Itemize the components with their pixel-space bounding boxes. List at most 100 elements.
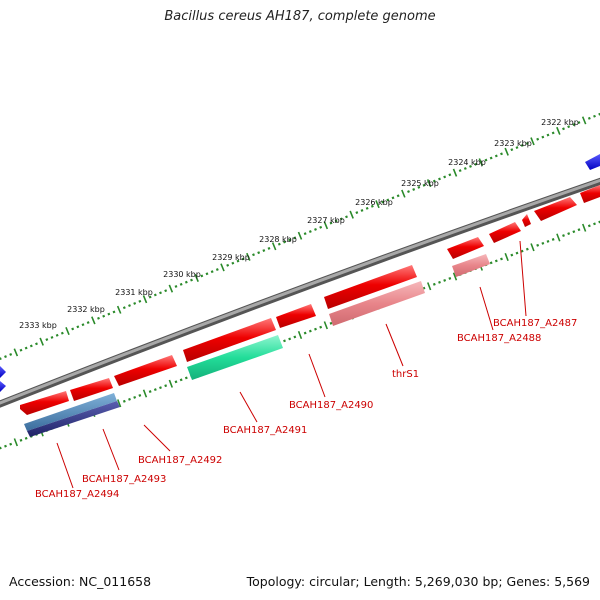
- inner-minor-tick: [329, 321, 333, 325]
- scale-minor-tick: [593, 114, 596, 118]
- inner-minor-tick: [448, 277, 452, 280]
- scale-minor-tick: [494, 154, 498, 158]
- inner-minor-tick: [567, 232, 571, 236]
- scale-minor-tick: [138, 299, 142, 303]
- scale-minor-tick: [200, 274, 204, 278]
- scale-minor-tick: [360, 209, 364, 212]
- scale-minor-tick: [334, 219, 338, 223]
- scale-minor-tick: [386, 198, 390, 202]
- scale-minor-tick: [308, 230, 312, 233]
- rna-feature[interactable]: [27, 401, 120, 437]
- scale-minor-tick: [381, 200, 385, 204]
- rna-feature[interactable]: [329, 281, 425, 326]
- gene-arrow[interactable]: [585, 154, 600, 170]
- gene-arrow[interactable]: [534, 197, 577, 221]
- scale-minor-tick: [60, 331, 64, 335]
- inner-minor-tick: [536, 243, 540, 247]
- scale-minor-tick: [267, 246, 271, 250]
- inner-minor-tick: [288, 337, 292, 341]
- scale-minor-tick: [303, 232, 307, 236]
- scale-label: 2324 kbp: [448, 158, 486, 167]
- scale-minor-tick: [236, 259, 240, 263]
- inner-minor-tick: [572, 230, 576, 234]
- inner-minor-tick: [19, 438, 23, 442]
- rna-feature[interactable]: [24, 393, 117, 431]
- inner-major-tick: [142, 389, 148, 398]
- scale-major-tick: [504, 147, 509, 156]
- gene-label[interactable]: BCAH187_A2490: [289, 400, 373, 411]
- inner-minor-tick: [562, 234, 565, 237]
- scale-major-tick: [401, 189, 406, 198]
- scale-minor-tick: [412, 188, 416, 191]
- gene-arrow[interactable]: [70, 378, 113, 401]
- scale-label: 2327 kbp: [307, 216, 345, 225]
- scale-major-tick: [65, 327, 70, 336]
- gene-arrow[interactable]: [20, 391, 69, 415]
- gene-label[interactable]: thrS1: [392, 369, 419, 380]
- inner-minor-tick: [164, 384, 168, 388]
- gene-arrow[interactable]: [447, 237, 484, 259]
- inner-minor-tick: [122, 399, 126, 403]
- inner-minor-tick: [293, 335, 297, 339]
- inner-major-tick: [323, 321, 328, 330]
- scale-minor-tick: [29, 344, 33, 348]
- scale-minor-tick: [314, 227, 317, 231]
- inner-minor-tick: [510, 253, 514, 257]
- scale-minor-tick: [443, 175, 447, 179]
- gene-label[interactable]: BCAH187_A2491: [223, 425, 307, 436]
- scale-major-tick: [246, 252, 251, 261]
- scale-minor-tick: [319, 225, 323, 229]
- scale-minor-tick: [525, 141, 529, 145]
- scale-label: 2328 kbp: [259, 235, 297, 244]
- scale-minor-tick: [159, 291, 162, 295]
- gene-arrow[interactable]: [522, 214, 531, 227]
- scale-minor-tick: [365, 206, 369, 210]
- scale-minor-tick: [587, 116, 591, 120]
- inner-minor-tick: [593, 222, 596, 226]
- gene-label[interactable]: BCAH187_A2488: [457, 333, 541, 344]
- gene-arrow[interactable]: [580, 185, 600, 203]
- gene-arrow[interactable]: [0, 366, 6, 378]
- rna-feature[interactable]: [0, 381, 6, 392]
- scale-minor-tick: [45, 338, 49, 341]
- gene-label[interactable]: BCAH187_A2493: [82, 474, 166, 485]
- scale-major-tick: [220, 263, 225, 272]
- inner-major-tick: [504, 252, 509, 262]
- gene-arrow[interactable]: [489, 222, 521, 243]
- scale-minor-tick: [417, 185, 421, 189]
- scale-major-tick: [271, 242, 277, 251]
- label-leaders: [56, 240, 527, 489]
- gene-arrow[interactable]: [324, 265, 417, 309]
- scale-minor-tick: [551, 131, 555, 135]
- scale-minor-tick: [288, 238, 292, 242]
- scale-minor-tick: [35, 342, 38, 346]
- rna-feature[interactable]: [452, 254, 490, 277]
- scale-minor-tick: [438, 177, 441, 181]
- gene-arrow[interactable]: [276, 304, 316, 328]
- scale-minor-tick: [536, 137, 540, 141]
- scale-minor-tick: [4, 355, 7, 359]
- scale-minor-tick: [19, 348, 23, 352]
- inner-major-tick: [168, 379, 173, 388]
- scale-minor-tick: [407, 190, 410, 194]
- scale-minor-tick: [484, 158, 488, 162]
- scale-track: [0, 112, 600, 361]
- gene-label[interactable]: BCAH187_A2492: [138, 455, 222, 466]
- gene-labels: BCAH187_A2487 BCAH187_A2488 thrS1 BCAH18…: [35, 318, 577, 500]
- gene-arrow[interactable]: [183, 318, 276, 362]
- gene-label[interactable]: BCAH187_A2487: [493, 318, 577, 329]
- inner-minor-tick: [489, 261, 493, 265]
- scale-major-tick: [556, 126, 561, 135]
- scale-major-tick: [349, 210, 354, 219]
- scale-major-tick: [297, 231, 303, 240]
- rna-feature[interactable]: [187, 335, 283, 380]
- inner-minor-tick: [153, 388, 157, 392]
- scale-minor-tick: [293, 236, 297, 240]
- gene-label[interactable]: BCAH187_A2494: [35, 489, 119, 500]
- inner-minor-tick: [541, 241, 545, 245]
- scale-minor-tick: [257, 251, 261, 255]
- scale-minor-tick: [510, 148, 514, 152]
- inner-minor-tick: [443, 278, 447, 282]
- scale-minor-tick: [0, 357, 2, 361]
- gene-arrow[interactable]: [114, 355, 177, 386]
